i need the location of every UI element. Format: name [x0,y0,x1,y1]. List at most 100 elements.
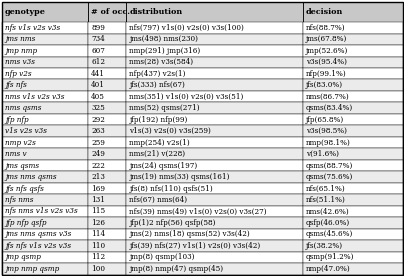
Bar [303,229,403,240]
Text: 899: 899 [91,24,105,32]
Bar [2,57,88,68]
Bar [303,2,403,22]
Bar [303,240,403,252]
Text: jmp qsmp: jmp qsmp [5,253,41,261]
Text: nfp(437) v2s(1): nfp(437) v2s(1) [129,70,186,78]
Bar [2,229,88,240]
Text: qsms(45.6%): qsms(45.6%) [306,230,353,238]
Bar [88,91,126,102]
Bar [2,79,88,91]
Text: nmp(291) jmp(316): nmp(291) jmp(316) [129,47,200,55]
Text: jms(2) nms(18) qsms(52) v3s(42): jms(2) nms(18) qsms(52) v3s(42) [129,230,250,238]
Text: nfs v1s v2s v3s: nfs v1s v2s v3s [5,24,60,32]
Bar [303,45,403,57]
Bar [88,45,126,57]
Bar [2,91,88,102]
Bar [88,68,126,79]
Bar [303,263,403,275]
Text: jms(24) qsms(197): jms(24) qsms(197) [129,161,198,169]
Text: nmp(47.0%): nmp(47.0%) [306,265,351,273]
Bar [126,206,303,217]
Text: jfp nfp qsfp: jfp nfp qsfp [5,219,46,227]
Text: nfs(797) v1s(0) v2s(0) v3s(100): nfs(797) v1s(0) v2s(0) v3s(100) [129,24,244,32]
Bar [2,171,88,183]
Bar [88,252,126,263]
Bar [303,171,403,183]
Bar [126,137,303,148]
Bar [2,252,88,263]
Text: nms(351) v1s(0) v2s(0) v3s(51): nms(351) v1s(0) v2s(0) v3s(51) [129,93,244,101]
Bar [88,229,126,240]
Text: 126: 126 [91,219,105,227]
Text: nms(21) v(228): nms(21) v(228) [129,150,185,158]
Bar [2,263,88,275]
Bar [303,194,403,206]
Bar [303,68,403,79]
Bar [126,91,303,102]
Text: 213: 213 [91,173,105,181]
Bar [303,102,403,114]
Text: v1s(3) v2s(0) v3s(259): v1s(3) v2s(0) v3s(259) [129,127,211,135]
Bar [126,45,303,57]
Text: decision: decision [306,8,343,16]
Bar [126,148,303,160]
Text: 131: 131 [91,196,105,204]
Bar [88,240,126,252]
Text: nms v1s v2s v3s: nms v1s v2s v3s [5,93,64,101]
Bar [88,22,126,34]
Text: jms nms qsms: jms nms qsms [5,173,57,181]
Bar [126,2,303,22]
Bar [126,252,303,263]
Bar [2,206,88,217]
Bar [126,183,303,194]
Text: 292: 292 [91,116,105,124]
Text: jfs nfs: jfs nfs [5,81,27,89]
Bar [2,148,88,160]
Text: 259: 259 [91,139,105,147]
Bar [2,102,88,114]
Text: jmp nmp qsmp: jmp nmp qsmp [5,265,59,273]
Bar [303,57,403,68]
Text: qsms(75.6%): qsms(75.6%) [306,173,353,181]
Text: # of occ.: # of occ. [91,8,130,16]
Bar [126,229,303,240]
Bar [88,160,126,171]
Text: jfs(83.0%): jfs(83.0%) [306,81,343,89]
Bar [88,57,126,68]
Bar [2,114,88,125]
Bar [2,68,88,79]
Text: nms(42.6%): nms(42.6%) [306,208,349,216]
Text: nfs(51.1%): nfs(51.1%) [306,196,345,204]
Bar [2,194,88,206]
Bar [88,183,126,194]
Text: nfs(65.1%): nfs(65.1%) [306,185,345,193]
Text: 401: 401 [91,81,105,89]
Text: 612: 612 [91,58,105,66]
Bar [2,2,88,22]
Text: nfs nms: nfs nms [5,196,34,204]
Bar [88,171,126,183]
Text: nfp v2s: nfp v2s [5,70,32,78]
Bar [2,125,88,137]
Text: v1s v2s v3s: v1s v2s v3s [5,127,47,135]
Bar [88,217,126,229]
Bar [303,217,403,229]
Bar [88,194,126,206]
Bar [126,102,303,114]
Text: jfs(39) nfs(27) v1s(1) v2s(0) v3s(42): jfs(39) nfs(27) v1s(1) v2s(0) v3s(42) [129,242,261,250]
Text: nms(28) v3s(584): nms(28) v3s(584) [129,58,194,66]
Bar [303,22,403,34]
Bar [126,22,303,34]
Text: 100: 100 [91,265,105,273]
Text: v(91.6%): v(91.6%) [306,150,339,158]
Text: nmp v2s: nmp v2s [5,139,36,147]
Bar [126,79,303,91]
Bar [126,194,303,206]
Text: jms nms: jms nms [5,35,35,43]
Text: genotype: genotype [5,8,46,16]
Text: 441: 441 [91,70,105,78]
Text: nfs nms v1s v2s v3s: nfs nms v1s v2s v3s [5,208,78,216]
Text: jfs(333) nfs(67): jfs(333) nfs(67) [129,81,185,89]
Text: jms(498) nms(230): jms(498) nms(230) [129,35,198,43]
Bar [88,102,126,114]
